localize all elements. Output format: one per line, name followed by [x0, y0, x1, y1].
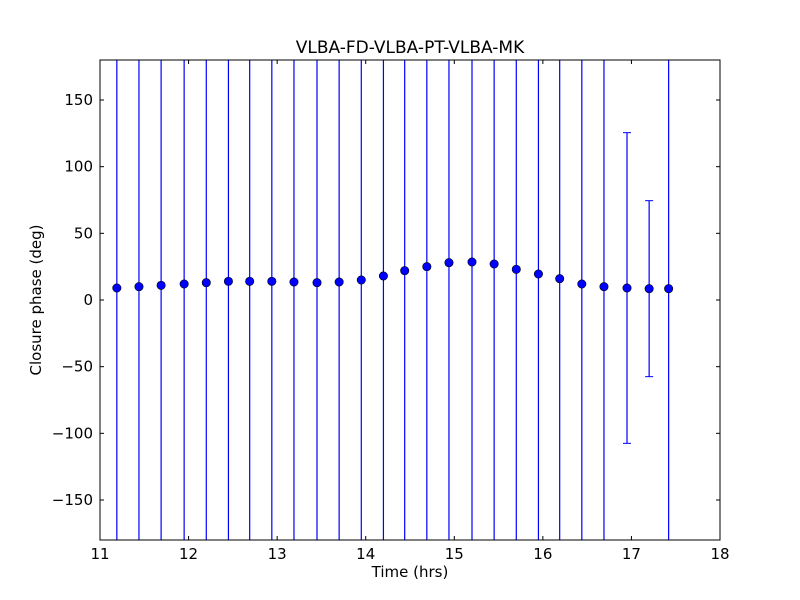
data-point — [555, 274, 565, 284]
y-tick-label: 150 — [64, 91, 93, 109]
data-point — [400, 266, 410, 276]
data-marks — [112, 60, 674, 540]
axis-ticks: 11 12 13 14 15 16 17 18 −150 −100 −50 0 50 100 150 — [52, 60, 730, 563]
x-tick-label: 12 — [179, 545, 198, 563]
data-point — [289, 277, 299, 287]
x-tick-label: 17 — [622, 545, 641, 563]
data-point — [577, 279, 587, 289]
y-tick-label: 50 — [74, 224, 93, 242]
y-tick-label: 0 — [83, 291, 93, 309]
data-point — [267, 276, 277, 286]
data-point — [201, 278, 211, 288]
data-point — [334, 277, 344, 287]
chart-title: VLBA-FD-VLBA-PT-VLBA-MK — [296, 38, 525, 58]
y-axis-label: Closure phase (deg) — [27, 225, 45, 376]
data-point — [644, 284, 654, 294]
x-tick-label: 16 — [533, 545, 552, 563]
data-point — [664, 284, 674, 294]
x-tick-label: 11 — [90, 545, 109, 563]
data-point — [156, 280, 166, 290]
data-point — [444, 258, 454, 268]
data-point — [599, 282, 609, 292]
data-point — [489, 259, 499, 269]
y-tick-label: 100 — [64, 158, 93, 176]
x-tick-label: 15 — [445, 545, 464, 563]
x-tick-label: 13 — [268, 545, 287, 563]
y-tick-label: −150 — [52, 491, 93, 509]
plot-area — [100, 60, 720, 540]
x-tick-label: 18 — [710, 545, 729, 563]
data-point — [356, 275, 366, 285]
y-tick-label: −100 — [52, 424, 93, 442]
data-point — [422, 262, 432, 272]
data-point — [533, 269, 543, 279]
data-point — [112, 283, 122, 293]
data-point — [622, 283, 632, 293]
x-tick-label: 14 — [356, 545, 375, 563]
data-point — [245, 276, 255, 286]
data-point — [378, 271, 388, 281]
data-point — [467, 257, 477, 267]
data-point — [134, 282, 144, 292]
x-axis-label: Time (hrs) — [371, 563, 449, 581]
y-tick-label: −50 — [61, 358, 93, 376]
data-point — [223, 276, 233, 286]
data-point — [312, 278, 322, 288]
data-point — [179, 279, 189, 289]
data-point — [511, 264, 521, 274]
